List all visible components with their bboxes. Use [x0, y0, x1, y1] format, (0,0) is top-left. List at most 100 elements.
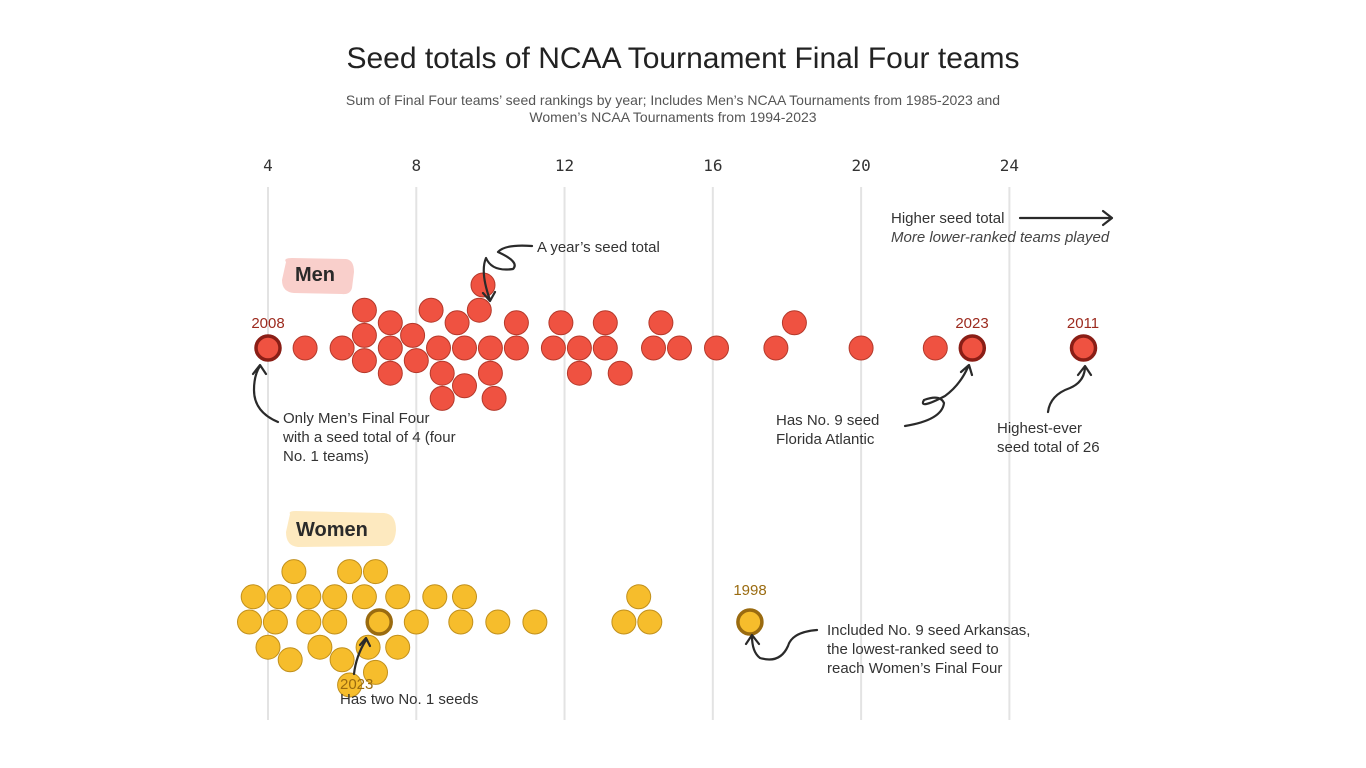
men-dot — [648, 310, 674, 336]
men-dot — [641, 335, 666, 361]
men-dot — [329, 335, 355, 361]
women-dot — [322, 609, 348, 635]
women-label-background — [286, 511, 396, 547]
women-dots — [237, 559, 764, 698]
men-dot — [452, 373, 477, 399]
men-dot — [429, 360, 455, 386]
men-dot — [566, 335, 592, 361]
men-dot-2011 — [1069, 334, 1098, 362]
men-dot — [503, 335, 529, 361]
men-dot — [292, 335, 318, 361]
year-label-1998: 1998 — [733, 582, 766, 599]
men-dot — [592, 310, 618, 336]
note-2008-line2: with a seed total of 4 (four — [282, 429, 456, 446]
note-2008-line1: Only Men’s Final Four — [283, 410, 429, 427]
men-dot — [418, 297, 444, 323]
men-dot — [704, 335, 729, 361]
x-axis-ticks: 4 8 12 16 20 24 — [263, 156, 1019, 175]
x-tick-label: 12 — [555, 156, 574, 175]
women-dot — [255, 634, 281, 660]
men-dot — [377, 335, 403, 361]
men-dot — [400, 322, 426, 348]
men-dot — [477, 360, 503, 386]
year-label-2023-women: 2023 — [340, 676, 373, 693]
men-dot — [466, 297, 492, 323]
men-dot — [377, 360, 403, 386]
chart-subtitle: Sum of Final Four teams’ seed rankings b… — [345, 92, 1001, 125]
note-1998-line1: Included No. 9 seed Arkansas, — [827, 622, 1030, 639]
men-dot — [503, 310, 529, 336]
note-2023-women-arrow-icon — [352, 636, 372, 676]
women-dot — [266, 584, 292, 610]
women-dot — [281, 559, 307, 585]
women-dot — [355, 634, 381, 660]
x-tick-label: 24 — [1000, 156, 1019, 175]
note-2023-men-arrow-icon — [903, 363, 974, 428]
women-dot — [296, 584, 322, 610]
men-dot — [426, 335, 451, 361]
note-1998-line3: reach Women’s Final Four — [827, 660, 1002, 677]
year-label-2011: 2011 — [1067, 315, 1099, 332]
women-dot — [448, 609, 474, 635]
men-group-label: Men — [295, 264, 335, 286]
men-dot — [566, 360, 592, 386]
point-note-arrow-icon — [481, 244, 534, 303]
men-dots — [254, 272, 1098, 411]
x-tick-label: 4 — [263, 156, 273, 175]
women-dot — [277, 647, 303, 673]
chart-title: Seed totals of NCAA Tournament Final Fou… — [346, 42, 1020, 75]
women-dot — [637, 609, 663, 635]
men-dot — [481, 385, 507, 411]
women-dot — [363, 559, 388, 585]
men-dot — [763, 335, 789, 361]
men-dot-2023 — [958, 334, 987, 362]
women-dot — [422, 584, 448, 610]
year-label-2008: 2008 — [251, 315, 284, 332]
note-2011-line2: seed total of 26 — [997, 439, 1100, 456]
women-dot — [611, 609, 637, 635]
women-dot — [296, 609, 322, 635]
men-dot-2008 — [254, 334, 282, 362]
men-dot — [922, 335, 948, 361]
direction-sublabel: More lower-ranked teams played — [891, 229, 1110, 246]
men-dot — [351, 348, 377, 374]
direction-label: Higher seed total — [891, 210, 1004, 227]
men-dot — [429, 385, 455, 411]
women-dot-1998 — [736, 608, 764, 636]
men-label-background — [282, 258, 354, 295]
men-dot — [592, 335, 618, 361]
men-dot — [607, 360, 633, 386]
note-2023-men-line1: Has No. 9 seed — [776, 412, 879, 429]
women-dot — [262, 609, 288, 635]
men-dot — [351, 297, 377, 323]
men-dot — [781, 310, 807, 336]
x-tick-label: 20 — [851, 156, 870, 175]
women-dot — [307, 634, 333, 660]
women-dot — [237, 609, 262, 635]
women-dot — [385, 584, 411, 610]
note-1998-arrow-icon — [744, 628, 819, 661]
point-note: A year’s seed total — [537, 239, 660, 256]
gridlines — [267, 187, 1011, 720]
x-tick-label: 16 — [703, 156, 722, 175]
year-label-2023-men: 2023 — [955, 315, 988, 332]
women-dot — [626, 584, 652, 610]
women-dot-2023 — [365, 608, 393, 636]
women-dot — [363, 659, 388, 685]
women-dot — [240, 584, 266, 610]
men-dot — [848, 335, 874, 361]
women-dot — [337, 672, 363, 698]
men-dot — [540, 335, 566, 361]
women-dot — [452, 584, 477, 610]
x-tick-label: 8 — [411, 156, 421, 175]
women-dot — [485, 609, 511, 635]
men-dot — [403, 348, 429, 374]
women-dot — [385, 634, 411, 660]
men-dot — [444, 310, 470, 336]
men-dot — [477, 335, 503, 361]
women-dot — [403, 609, 429, 635]
men-dot — [667, 335, 692, 361]
note-2008-line3: No. 1 teams) — [283, 448, 369, 465]
note-2011-arrow-icon — [1046, 364, 1093, 414]
